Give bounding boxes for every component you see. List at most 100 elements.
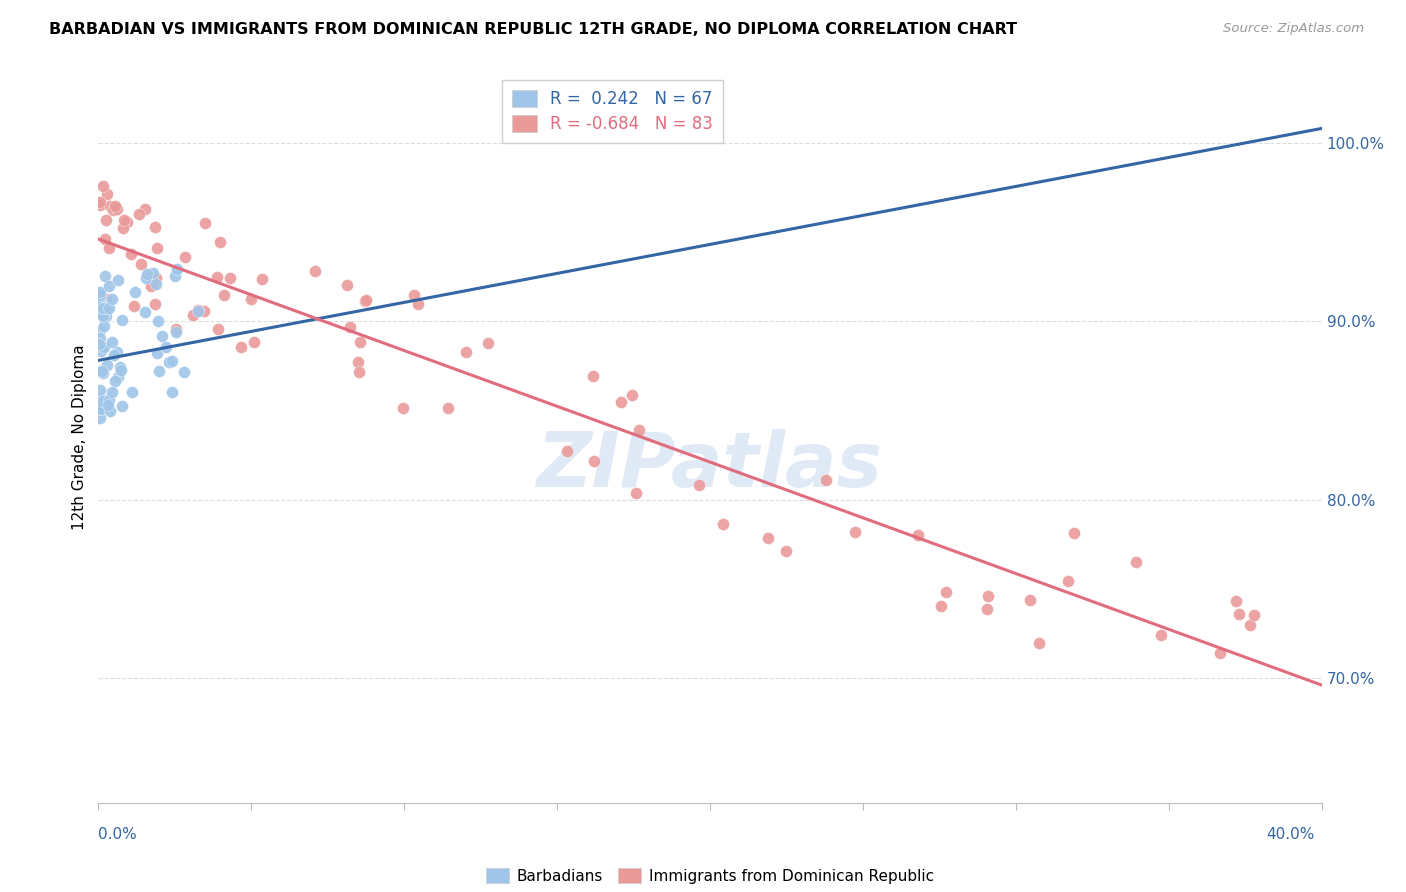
Point [1225,593,1247,607]
Point [89,411,111,425]
Point [157,355,180,369]
Point [194,216,217,230]
Point [207,322,229,336]
Point [101,292,124,306]
Point [89,331,111,345]
Point [1239,618,1261,632]
Point [688,478,710,492]
Legend: Barbadians, Immigrants from Dominican Republic: Barbadians, Immigrants from Dominican Re… [479,862,941,890]
Point [98,301,121,315]
Point [93,300,115,314]
Text: BARBADIAN VS IMMIGRANTS FROM DOMINICAN REPUBLIC 12TH GRADE, NO DIPLOMA CORRELATI: BARBADIAN VS IMMIGRANTS FROM DOMINICAN R… [49,22,1018,37]
Point [145,271,167,285]
Point [627,423,650,437]
Point [94,213,117,227]
Point [145,297,167,311]
Point [165,322,187,336]
Point [98,279,121,293]
Point [93,306,115,320]
Point [110,363,132,377]
Point [929,599,952,613]
Point [146,346,169,360]
Point [94,232,117,246]
Point [1028,636,1050,650]
Point [91,178,114,193]
Point [555,444,578,458]
Point [155,340,177,354]
Point [1057,574,1080,589]
Point [183,308,205,322]
Point [142,266,165,280]
Point [173,365,195,379]
Point [100,384,122,399]
Point [104,374,127,388]
Point [907,527,929,541]
Point [139,279,162,293]
Point [166,261,188,276]
Point [212,287,235,301]
Point [94,301,117,315]
Point [97,393,120,408]
Point [1149,628,1171,642]
Point [977,589,1000,603]
Point [91,309,114,323]
Point [1208,646,1230,660]
Point [711,516,734,531]
Point [136,267,159,281]
Point [814,473,837,487]
Point [339,319,361,334]
Point [89,285,111,300]
Point [775,544,797,558]
Point [93,319,115,334]
Point [129,257,152,271]
Point [105,344,128,359]
Point [111,400,134,414]
Point [582,369,605,384]
Text: Source: ZipAtlas.com: Source: ZipAtlas.com [1223,22,1364,36]
Point [165,326,187,340]
Point [218,270,240,285]
Point [336,277,359,292]
Point [91,301,114,315]
Point [187,304,209,318]
Point [91,366,114,380]
Point [98,199,121,213]
Point [756,531,779,545]
Text: ZIPatlas: ZIPatlas [537,429,883,503]
Point [108,359,131,374]
Point [1063,526,1085,541]
Point [349,334,371,349]
Point [103,202,125,217]
Point [107,273,129,287]
Point [90,296,112,310]
Point [112,221,135,235]
Point [354,293,377,307]
Point [205,270,228,285]
Point [96,399,118,413]
Point [89,323,111,337]
Point [124,285,146,299]
Point [97,398,120,412]
Point [162,354,184,368]
Point [105,202,128,216]
Point [145,220,167,235]
Point [134,202,156,216]
Point [240,293,263,307]
Point [91,364,114,378]
Point [135,271,157,285]
Point [121,384,143,399]
Point [250,272,273,286]
Point [187,302,209,317]
Point [242,334,264,349]
Point [1227,607,1250,621]
Point [976,601,998,615]
Point [582,454,605,468]
Point [148,364,170,378]
Point [94,292,117,306]
Point [134,305,156,319]
Point [150,329,173,343]
Point [128,207,150,221]
Point [193,304,215,318]
Point [89,364,111,378]
Point [89,198,111,212]
